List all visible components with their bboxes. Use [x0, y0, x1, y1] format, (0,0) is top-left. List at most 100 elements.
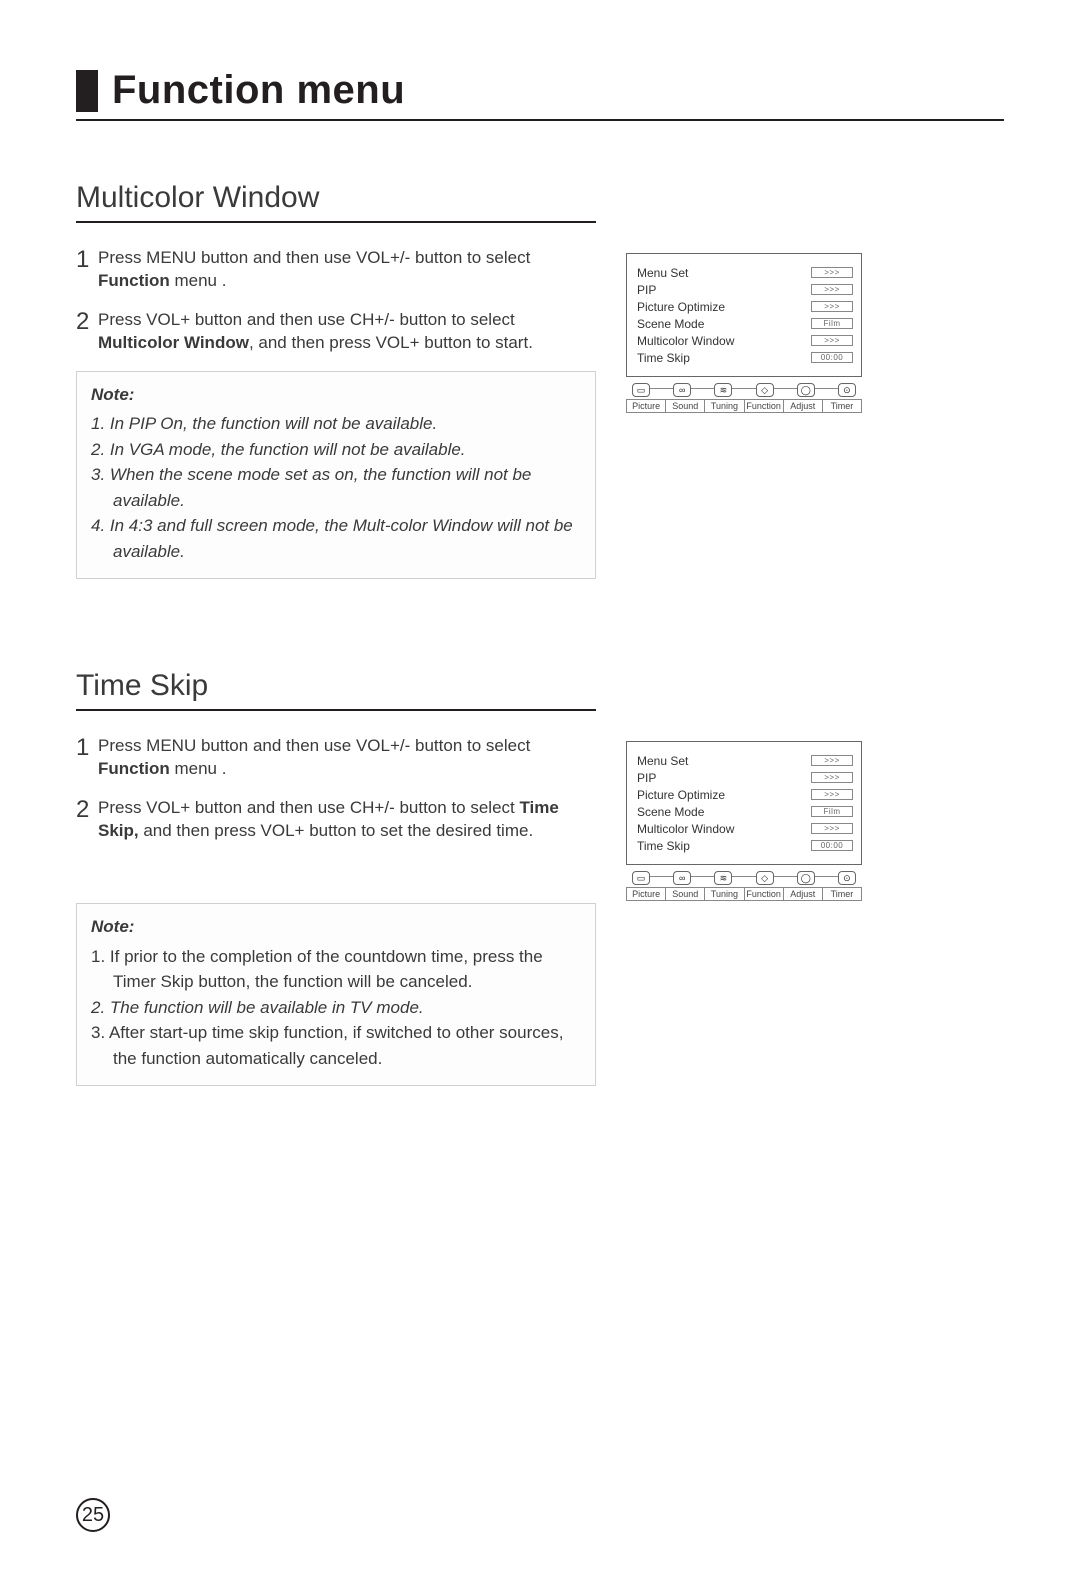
osd-row: Time Skip 00:00	[637, 837, 853, 854]
note-item: 1. In PIP On, the function will not be a…	[91, 411, 581, 437]
osd-item-label: Menu Set	[637, 754, 688, 768]
step-text: Press VOL+ button and then use CH+/- but…	[98, 797, 596, 843]
osd-tab: Adjust	[784, 888, 823, 900]
timer-icon: ⊙	[838, 383, 856, 397]
tuning-icon: ≋	[714, 871, 732, 885]
osd-iconbar: ▭∞≋◇◯⊙	[626, 377, 862, 399]
adjust-icon: ◯	[797, 383, 815, 397]
osd-panel: Menu Set >>> PIP >>> Picture Optimize >>> Scen…	[626, 253, 862, 377]
osd-item-value: >>>	[811, 284, 853, 295]
section-body: 1 Press MENU button and then use VOL+/- …	[76, 735, 1004, 1086]
note-label: Note:	[91, 914, 581, 940]
step-number: 2	[76, 309, 98, 355]
osd-row: Scene Mode Film	[637, 315, 853, 332]
note-list: 1. In PIP On, the function will not be a…	[91, 411, 581, 564]
note-label: Note:	[91, 382, 581, 408]
osd-tab: Function	[745, 400, 784, 412]
osd-item-label: PIP	[637, 771, 656, 785]
osd-row: Multicolor Window >>>	[637, 820, 853, 837]
osd-item-label: PIP	[637, 283, 656, 297]
step-text: Press MENU button and then use VOL+/- bu…	[98, 735, 596, 781]
osd-illustration: Menu Set >>> PIP >>> Picture Optimize >>> Scen…	[626, 741, 862, 901]
osd-item-label: Picture Optimize	[637, 300, 725, 314]
section-heading: Multicolor Window	[76, 181, 596, 223]
osd-row: Scene Mode Film	[637, 803, 853, 820]
tv-icon: ▭	[632, 871, 650, 885]
note-item: 3. When the scene mode set as on, the fu…	[91, 462, 581, 513]
osd-item-value: >>>	[811, 301, 853, 312]
osd-item-label: Scene Mode	[637, 317, 704, 331]
title-accent-bar	[76, 70, 98, 112]
step-text: Press VOL+ button and then use CH+/- but…	[98, 309, 596, 355]
osd-row: PIP >>>	[637, 281, 853, 298]
osd-tab: Picture	[627, 888, 666, 900]
osd-item-value: >>>	[811, 335, 853, 346]
steps-column: 1 Press MENU button and then use VOL+/- …	[76, 247, 596, 579]
page-title-block: Function menu	[76, 68, 1004, 121]
step: 1 Press MENU button and then use VOL+/- …	[76, 735, 596, 781]
steps-column: 1 Press MENU button and then use VOL+/- …	[76, 735, 596, 1086]
sound-icon: ∞	[673, 871, 691, 885]
note-item: 4. In 4:3 and full screen mode, the Mult…	[91, 513, 581, 564]
page-title: Function menu	[112, 68, 405, 113]
osd-item-value: 00:00	[811, 840, 853, 851]
osd-row: Multicolor Window >>>	[637, 332, 853, 349]
note-box: Note: 1. In PIP On, the function will no…	[76, 371, 596, 580]
function-icon: ◇	[756, 383, 774, 397]
osd-tabs: PictureSoundTuningFunctionAdjustTimer	[626, 887, 862, 901]
osd-item-label: Picture Optimize	[637, 788, 725, 802]
osd-tab: Tuning	[705, 888, 744, 900]
page-number: 25	[76, 1498, 110, 1532]
step-text: Press MENU button and then use VOL+/- bu…	[98, 247, 596, 293]
manual-page: Function menu Multicolor Window 1 Press …	[0, 0, 1080, 1584]
osd-tab: Sound	[666, 400, 705, 412]
osd-item-value: Film	[811, 318, 853, 329]
osd-tab: Adjust	[784, 400, 823, 412]
adjust-icon: ◯	[797, 871, 815, 885]
sound-icon: ∞	[673, 383, 691, 397]
step: 2 Press VOL+ button and then use CH+/- b…	[76, 797, 596, 843]
osd-row: Menu Set >>>	[637, 264, 853, 281]
function-icon: ◇	[756, 871, 774, 885]
step: 1 Press MENU button and then use VOL+/- …	[76, 247, 596, 293]
osd-row: Picture Optimize >>>	[637, 298, 853, 315]
section-heading: Time Skip	[76, 669, 596, 711]
section-multicolor: Multicolor Window 1 Press MENU button an…	[76, 181, 1004, 579]
tv-icon: ▭	[632, 383, 650, 397]
osd-tab: Function	[745, 888, 784, 900]
osd-item-value: >>>	[811, 755, 853, 766]
step-number: 2	[76, 797, 98, 843]
osd-row: Time Skip 00:00	[637, 349, 853, 366]
osd-row: Menu Set >>>	[637, 752, 853, 769]
osd-panel: Menu Set >>> PIP >>> Picture Optimize >>> Scen…	[626, 741, 862, 865]
osd-item-value: >>>	[811, 823, 853, 834]
osd-iconbar: ▭ ∞ ≋ ◇ ◯ ⊙	[626, 865, 862, 887]
osd-tab: Timer	[823, 888, 861, 900]
osd-tab: Tuning	[705, 400, 744, 412]
osd-item-value: >>>	[811, 267, 853, 278]
osd-illustration: Menu Set >>> PIP >>> Picture Optimize >>> Scen…	[626, 253, 862, 413]
osd-item-label: Time Skip	[637, 839, 690, 853]
osd-item-value: >>>	[811, 772, 853, 783]
section-timeskip: Time Skip 1 Press MENU button and then u…	[76, 669, 1004, 1086]
osd-item-label: Time Skip	[637, 351, 690, 365]
osd-tab: Picture	[627, 400, 666, 412]
osd-item-value: Film	[811, 806, 853, 817]
osd-item-value: >>>	[811, 789, 853, 800]
note-list: 1. If prior to the completion of the cou…	[91, 944, 581, 1072]
step-number: 1	[76, 735, 98, 781]
osd-item-value: 00:00	[811, 352, 853, 363]
osd-tabs: PictureSoundTuningFunctionAdjustTimer	[626, 399, 862, 413]
osd-tab: Sound	[666, 888, 705, 900]
note-item: 1. If prior to the completion of the cou…	[91, 944, 581, 995]
osd-item-label: Multicolor Window	[637, 822, 734, 836]
osd-item-label: Multicolor Window	[637, 334, 734, 348]
note-item: 2. In VGA mode, the function will not be…	[91, 437, 581, 463]
step: 2 Press VOL+ button and then use CH+/- b…	[76, 309, 596, 355]
osd-item-label: Scene Mode	[637, 805, 704, 819]
osd-item-label: Menu Set	[637, 266, 688, 280]
note-box: Note: 1. If prior to the completion of t…	[76, 903, 596, 1086]
note-item: 2. The function will be available in TV …	[91, 995, 581, 1021]
step-number: 1	[76, 247, 98, 293]
timer-icon: ⊙	[838, 871, 856, 885]
